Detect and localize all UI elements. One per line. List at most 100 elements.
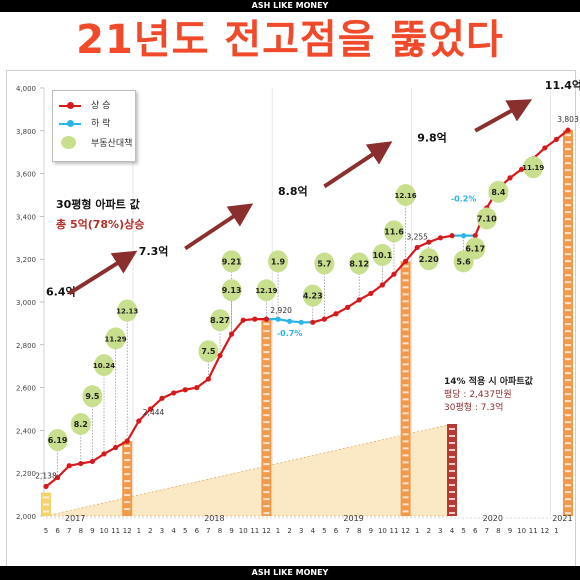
policy-bubble [418,248,439,271]
policy-bubble [198,340,219,363]
bar-window [263,365,270,368]
data-point [217,352,223,359]
data-point [252,316,258,322]
bar-window [263,379,270,382]
bar-column [261,319,272,516]
policy-bubble [221,279,242,302]
point-value-label: 2,138 [35,471,57,480]
policy-bubble [47,429,68,452]
bar-window [263,456,270,459]
policy-bubble-label: 8.12 [349,259,369,268]
data-point [275,316,281,322]
bar-window [449,476,455,479]
bar-window [449,448,455,451]
bar-window [263,470,270,473]
policy-bubble-label: 5.7 [317,259,331,268]
x-month-label: 4 [171,527,176,535]
data-point [136,418,142,424]
bar-window [402,489,409,492]
data-point [310,319,316,325]
policy-bubble-label: 12.19 [255,287,277,295]
x-month-label: 6 [55,527,60,535]
policy-bubble [268,250,288,273]
bar-window [402,503,409,506]
bar-window [449,504,455,507]
bar-window [565,365,571,368]
x-month-label: 1 [554,527,558,535]
y-tick-label: 3,600 [16,171,36,179]
x-year-label: 2021 [552,514,572,523]
policy-bubble [256,279,277,302]
bar-window [402,363,409,366]
bar-window [565,176,571,179]
bar-window [402,496,409,499]
data-point [78,460,84,467]
bar-window [565,309,571,312]
price-callout: 11.4억 [545,79,580,92]
apt-label: 30평형 아파트 값 [56,198,140,211]
x-month-label: 8 [357,527,361,535]
bar-window [263,407,270,410]
x-month-label: 8 [79,527,83,535]
bar-window [565,232,571,235]
x-month-label: 2 [287,527,291,535]
data-point [113,444,119,451]
bar-window [263,491,270,494]
bar-window [565,470,571,473]
data-point [124,438,130,444]
bar-window [565,491,571,494]
bar-window [402,265,409,268]
x-month-label: 9 [508,527,512,535]
policy-bubble-label: 6.17 [465,245,485,254]
data-point [414,244,420,251]
x-month-label: 6 [195,527,200,535]
policy-bubble [314,252,335,275]
bar-window [124,508,131,511]
data-point [403,258,409,264]
bar-window [402,335,409,338]
data-point [542,145,548,151]
policy-bubble-label: 11.19 [522,164,544,172]
bar-window [565,463,571,466]
bar-window [263,435,270,438]
trend-arrow [68,250,138,296]
top-brand-text: ASH LIKE MONEY [251,1,329,10]
bar-window [43,510,49,513]
bar-window [565,498,571,501]
data-point [449,233,455,239]
x-month-label: 8 [496,527,500,535]
policy-bubble-label: 4.23 [303,292,323,301]
data-point [101,451,107,457]
data-point [345,304,351,310]
legend-policy-label: 부동산대책 [91,139,133,149]
bar-window [565,414,571,417]
info-thirty-pyeong: 30평형 : 7.3억 [444,403,504,413]
x-year-label: 2020 [483,514,503,523]
data-point [426,239,432,245]
policy-bubble-label: 11.6 [384,227,404,236]
policy-bubble [117,299,138,322]
percent-change-label: -0.2% [451,194,477,203]
x-month-label: 2 [148,527,152,535]
legend: 상 승 하 락 부동산대책 [52,90,136,162]
data-point [182,387,188,393]
bar-window [565,190,571,193]
x-month-label: 9 [90,527,94,535]
bar-window [565,197,571,200]
policy-bubble [221,250,242,273]
bar-window [449,434,455,437]
x-month-label: 7 [206,527,210,535]
top-brand-bar: ASH LIKE MONEY [0,0,580,12]
x-month-label: 5 [322,527,326,535]
data-point [229,331,235,337]
percent-change-label: -0.7% [277,329,303,338]
bar-window [263,477,270,480]
bar-column [400,261,411,516]
headline: 21년도 전고점을 뚫었다 [76,17,504,63]
info-box: 14% 적용 시 아파트값 평당 : 2,437만원 30평형 : 7.3억 [444,376,533,415]
price-callout: 9.8억 [417,132,447,145]
data-point [66,463,72,469]
bar-window [124,466,131,469]
bar-window [565,253,571,256]
